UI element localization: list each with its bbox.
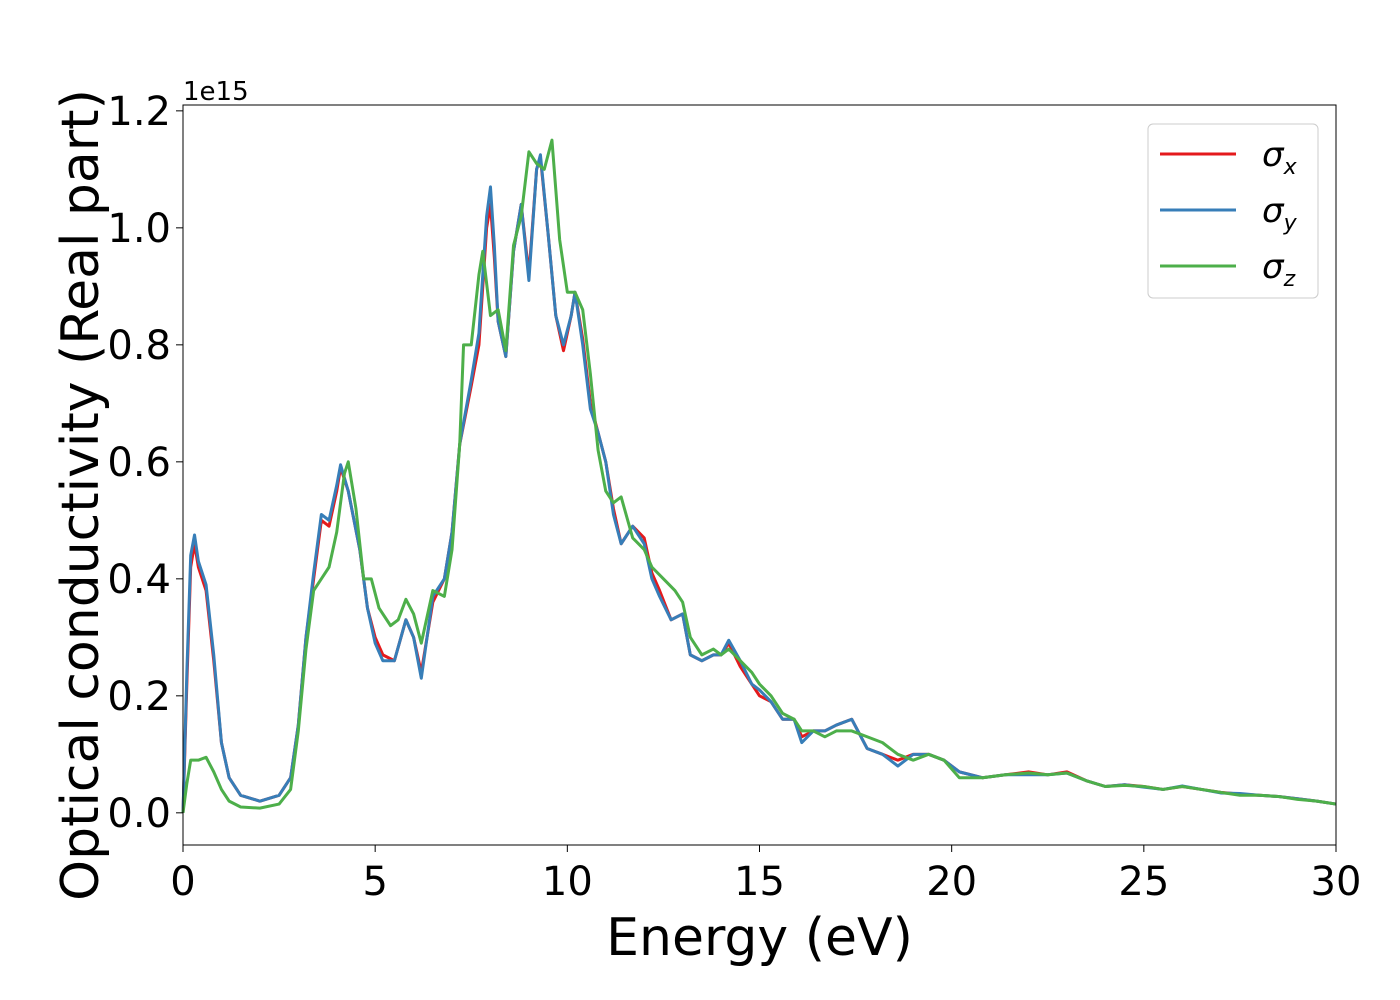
x-tick-label: 5 xyxy=(362,859,387,905)
y-tick-label: 0.4 xyxy=(107,557,171,603)
y-tick-label: 1.2 xyxy=(107,89,171,135)
y-tick-label: 0.6 xyxy=(107,440,171,486)
y-offset-text: 1e15 xyxy=(183,77,249,107)
y-tick-label: 0.0 xyxy=(107,791,171,837)
x-tick-label: 20 xyxy=(926,859,977,905)
y-tick-label: 0.2 xyxy=(107,674,171,720)
legend-entry-sigma-y: σy xyxy=(1262,191,1298,236)
y-tick-label: 0.8 xyxy=(107,323,171,369)
legend-entry-sigma-z: σz xyxy=(1262,247,1296,292)
x-tick-label: 15 xyxy=(734,859,785,905)
ticks-layer: 0 5 10 15 20 25 30 0.0 0.2 0.4 0.6 0.8 1.0 1.2 xyxy=(107,89,1361,905)
legend-entry-sigma-x: σx xyxy=(1262,135,1298,180)
x-tick-label: 0 xyxy=(170,859,195,905)
y-axis-label: Optical conductivity (Real part) xyxy=(51,89,111,901)
x-axis-label: Energy (eV) xyxy=(606,908,913,968)
series-line-sigma-z xyxy=(181,138,1337,814)
x-tick-label: 30 xyxy=(1311,859,1362,905)
x-tick-label: 25 xyxy=(1118,859,1169,905)
x-tick-label: 10 xyxy=(542,859,593,905)
y-tick-label: 1.0 xyxy=(107,206,171,252)
legend: σx σy σz xyxy=(1147,123,1319,299)
series-layer xyxy=(181,138,1337,814)
